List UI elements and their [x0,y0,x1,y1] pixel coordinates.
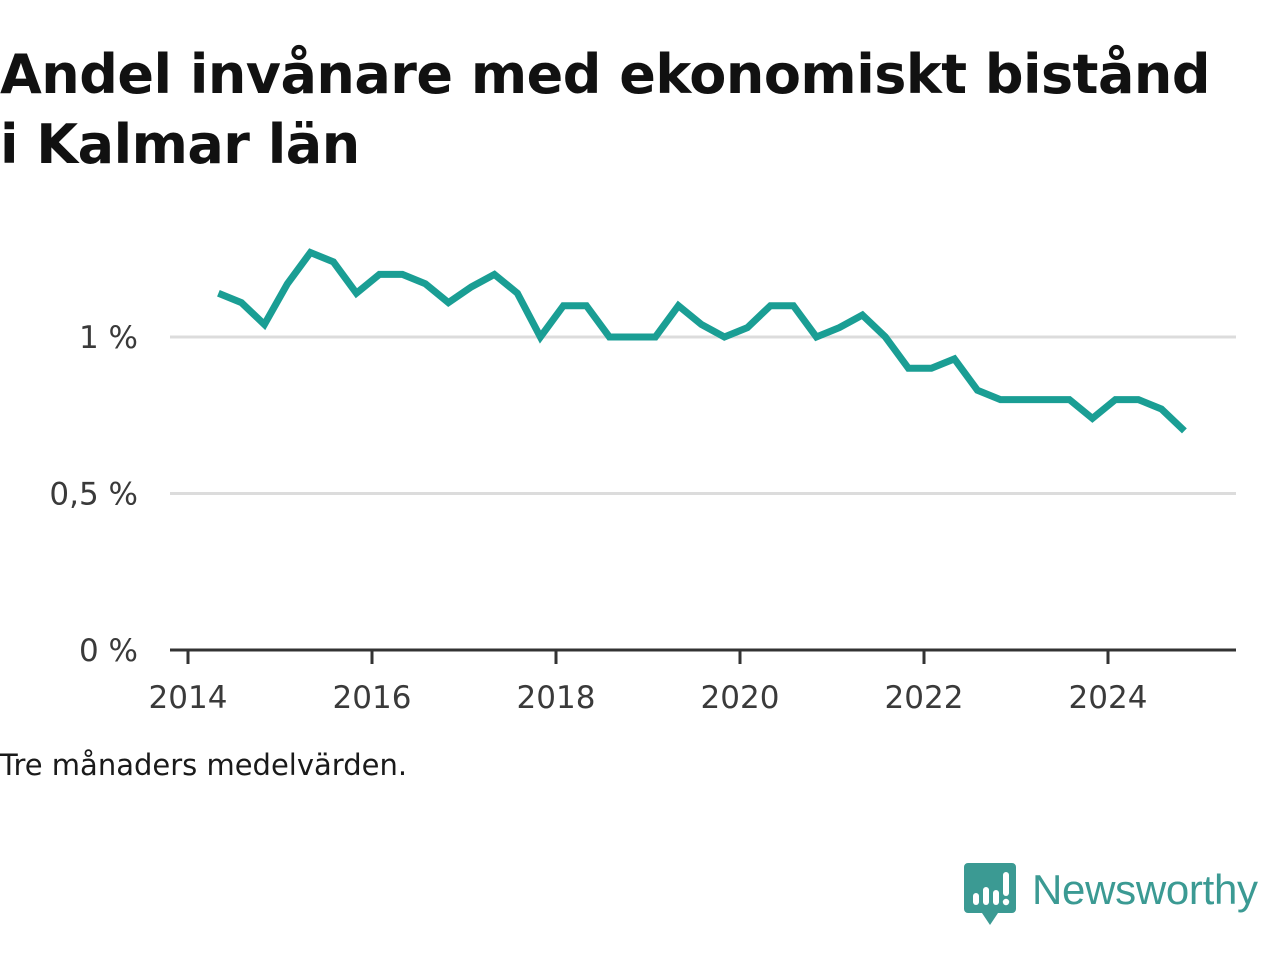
series-line [217,248,1187,434]
x-tick-label: 2016 [333,680,412,716]
x-tick-label: 2024 [1069,680,1148,716]
y-tick-label: 0 % [79,633,138,669]
brand-name: Newsworthy [1032,866,1258,913]
x-tick-label: 2014 [149,680,228,716]
newsworthy-brand: Newsworthy [964,862,1258,928]
chart-footnote: Tre månaders medelvärden. [0,748,408,782]
x-tick-label: 2018 [517,680,596,716]
bar-chart-speech-bubble-icon [964,863,1016,925]
chart-title: Andel invånare med ekonomiskt bistånd i … [0,43,1211,176]
gridlines [170,335,1236,495]
x-tick-label: 2022 [885,680,964,716]
x-axis: 2014 2016 2018 2020 2022 2024 [149,648,1236,716]
y-tick-label: 0,5 % [49,477,138,513]
y-tick-label: 1 % [79,320,138,356]
x-tick-label: 2020 [701,680,780,716]
y-axis-labels: 0 % 0,5 % 1 % [49,320,138,669]
series-layer [217,248,1187,434]
